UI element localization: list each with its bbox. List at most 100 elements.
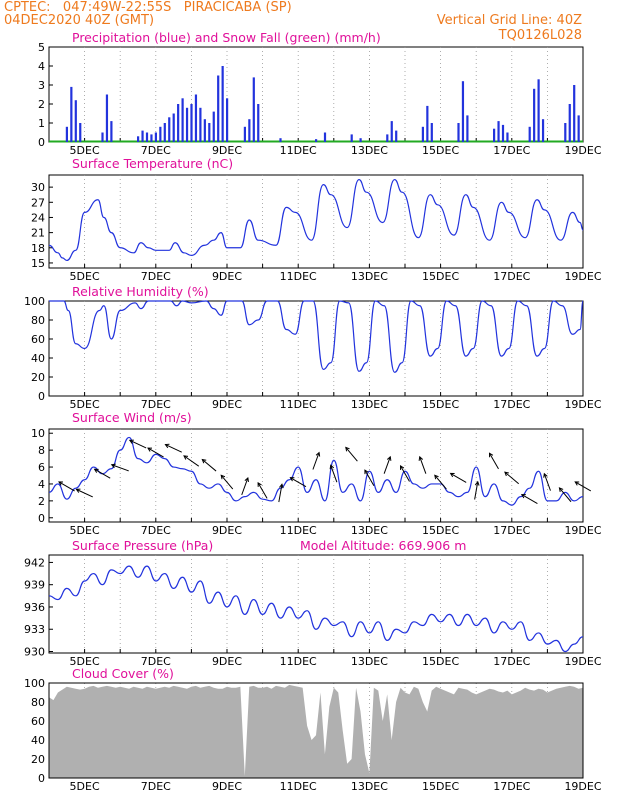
panel-0-xtick-label: 11DEC <box>280 144 317 157</box>
wind-arrow <box>220 474 234 490</box>
precip-bar <box>70 86 73 142</box>
wind-arrow <box>94 468 111 479</box>
wind-arrow-head <box>418 455 424 461</box>
wind-arrow <box>434 474 447 490</box>
precip-bar <box>533 88 536 142</box>
panel-1-xtick-label: 5DEC <box>70 270 100 283</box>
panel-5-xtick-label: 17DEC <box>493 780 530 793</box>
wind-arrow-head <box>244 476 249 482</box>
wind-arrow-head <box>364 469 369 475</box>
panel-5-xtick-label: 7DEC <box>141 780 171 793</box>
wind-arrow-head <box>58 481 64 486</box>
precip-bar <box>150 134 153 142</box>
wind-arrow-head <box>329 464 335 470</box>
wind-arrow-head <box>474 480 480 486</box>
panel-1-ytick-label: 15 <box>31 257 45 270</box>
precip-bar <box>137 136 140 142</box>
panel-5-ytick-label: 80 <box>31 696 45 709</box>
precip-bar <box>154 132 157 142</box>
wind-arrow-head <box>75 488 81 493</box>
panel-2-ytick-label: 0 <box>38 390 45 403</box>
precip-bar <box>159 126 162 142</box>
wind-arrow <box>345 447 358 462</box>
precip-bar <box>386 134 389 142</box>
precip-bar <box>497 121 500 142</box>
precip-bar <box>226 98 229 142</box>
panel-0-xtick-label: 15DEC <box>422 144 459 157</box>
panel-1-xtick-label: 7DEC <box>141 270 171 283</box>
panel-2-xtick-label: 19DEC <box>564 398 601 411</box>
wind-arrow-head <box>386 455 392 461</box>
panel-2-series-line <box>48 300 584 373</box>
cloud-cover-area <box>49 684 583 778</box>
wind-arrow-head <box>488 452 494 458</box>
panel-3-ytick-label: 2 <box>38 495 45 508</box>
precip-bar <box>252 77 255 142</box>
precip-bar <box>185 107 189 142</box>
wind-arrow-head <box>183 455 189 460</box>
precip-bar <box>208 123 211 142</box>
panel-4-ytick-label: 939 <box>24 579 45 592</box>
panel-1-series-line <box>48 178 584 262</box>
wind-arrow <box>474 481 479 500</box>
panel-2-xtick-label: 7DEC <box>141 398 171 411</box>
precip-bar <box>105 94 109 142</box>
wind-arrow-head <box>574 481 580 486</box>
panel-4-xtick-label: 9DEC <box>212 655 242 668</box>
panel-5-xtick-label: 9DEC <box>212 780 242 793</box>
panel-2-ytick-label: 40 <box>31 352 45 365</box>
precip-bar <box>426 105 429 142</box>
precip-bar <box>350 134 353 142</box>
wind-arrow-head <box>128 439 134 444</box>
wind-arrow <box>201 459 217 472</box>
panel-0-ytick-label: 3 <box>38 79 45 92</box>
panel-3-xtick-label: 19DEC <box>564 524 601 537</box>
precip-bar <box>461 81 465 142</box>
precip-bar <box>172 113 175 142</box>
panel-3-xtick-label: 13DEC <box>351 524 388 537</box>
wind-arrow-head <box>289 477 295 482</box>
panel-1-title: Surface Temperature (nC) <box>72 156 233 171</box>
precip-bar <box>110 121 113 142</box>
panel-0-ytick-label: 2 <box>38 98 45 111</box>
precip-bar <box>181 98 184 142</box>
panel-3-ytick-label: 10 <box>31 427 45 440</box>
precip-bar <box>248 119 251 142</box>
panel-4-xtick-label: 7DEC <box>141 655 171 668</box>
wind-arrow-head <box>279 483 284 489</box>
wind-arrow <box>489 453 499 470</box>
wind-arrow <box>76 488 93 498</box>
wind-arrow <box>521 494 538 505</box>
panel-1-ytick-label: 21 <box>31 227 45 240</box>
precip-bar <box>537 79 540 142</box>
panel-4-ytick-label: 933 <box>24 623 45 636</box>
wind-arrow <box>241 477 249 496</box>
panel-5-xtick-label: 5DEC <box>70 780 100 793</box>
precip-bar <box>79 123 82 142</box>
panel-3-xtick-label: 9DEC <box>212 524 242 537</box>
panel-1-xtick-label: 17DEC <box>493 270 530 283</box>
precip-bar <box>564 123 567 142</box>
wind-arrow <box>290 477 307 488</box>
panel-4-frame <box>48 554 584 654</box>
precip-bar <box>315 139 318 142</box>
panel-2-xtick-label: 15DEC <box>422 398 459 411</box>
wind-arrow <box>147 447 164 458</box>
panel-2-ytick-label: 100 <box>24 295 45 308</box>
panel-4-xtick-label: 17DEC <box>493 655 530 668</box>
precip-bar <box>421 126 424 142</box>
panel-4-xtick-label: 11DEC <box>280 655 317 668</box>
precip-bar <box>568 104 571 142</box>
wind-arrow <box>257 482 268 499</box>
precip-bar <box>74 100 77 142</box>
wind-arrow <box>165 444 182 453</box>
wind-arrow <box>450 473 467 483</box>
panel-0-xtick-label: 13DEC <box>351 144 388 157</box>
panel-3-ytick-label: 4 <box>38 478 45 491</box>
panel-5-ytick-label: 20 <box>31 753 45 766</box>
precip-bar <box>168 117 171 142</box>
precip-bar <box>528 126 531 142</box>
panel-3-frame <box>48 428 584 523</box>
precip-bar <box>395 130 398 142</box>
